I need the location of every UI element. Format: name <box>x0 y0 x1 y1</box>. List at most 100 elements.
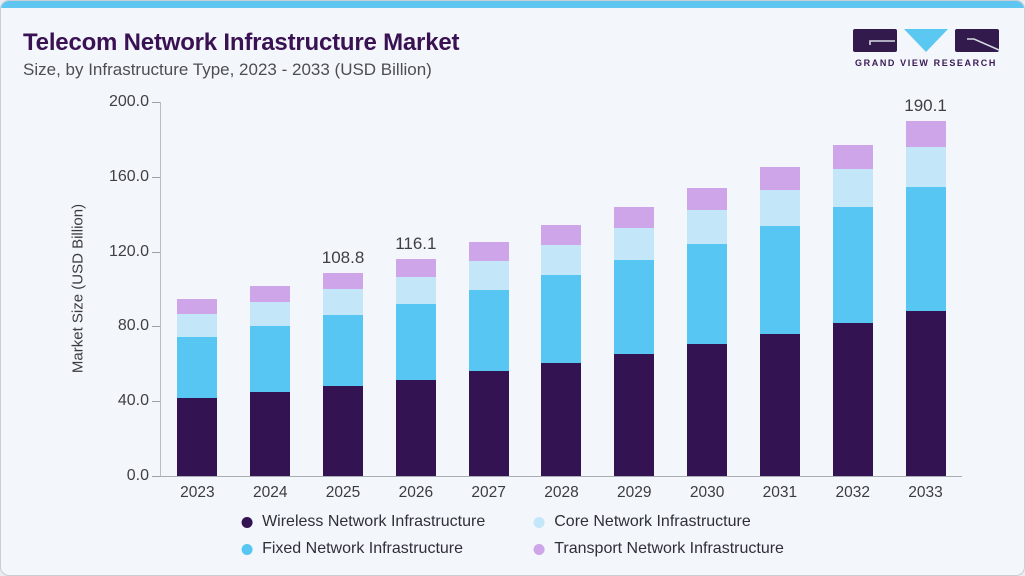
bar-segment <box>250 326 291 393</box>
bar-segment <box>177 336 218 399</box>
bar-2033: 190.1 <box>904 96 947 476</box>
bar-segment <box>250 285 291 302</box>
page-subtitle: Size, by Infrastructure Type, 2023 - 203… <box>23 60 432 79</box>
bar-segment <box>323 289 364 315</box>
bar-stack-2027 <box>468 242 509 476</box>
bar-2025: 108.8 <box>321 102 365 476</box>
bar-segment <box>759 190 800 227</box>
bar-segment <box>177 298 218 314</box>
bar-segment <box>250 301 291 327</box>
x-tick-label: 2026 <box>398 484 434 501</box>
bar-stack-2024 <box>250 285 291 476</box>
y-axis-title: Market Size (USD Billion) <box>69 203 87 374</box>
grand-view-research-logo: GRAND VIEW RESEARCH <box>853 29 999 68</box>
bar-segment <box>541 245 582 276</box>
bar-segment <box>395 379 436 476</box>
bar-segment <box>177 398 218 476</box>
bar-segment <box>395 258 436 277</box>
legend-dot-icon <box>533 516 545 528</box>
gvr-logo-marks <box>853 29 999 52</box>
y-tick-label: 160.0 <box>108 167 149 185</box>
bar-stack-2031 <box>759 166 800 476</box>
bar-segment <box>687 210 728 245</box>
legend-dot-icon <box>241 543 253 555</box>
legend-label: Transport Network Infrastructure <box>554 540 784 557</box>
bar-2026: 116.1 <box>395 102 437 476</box>
legend-dot-icon <box>241 516 253 528</box>
bar-segment <box>614 260 655 354</box>
bar-segment <box>687 188 728 211</box>
bar-2031 <box>759 102 800 476</box>
bar-stack-2029 <box>614 207 655 476</box>
legend-dot-icon <box>533 543 545 555</box>
legend: Wireless Network Infrastructure Core Netw… <box>241 510 784 561</box>
bar-2023 <box>177 102 218 476</box>
bar-2028 <box>541 102 582 476</box>
x-axis: 2023 2024 2025 2026 2027 2028 2029 2030 2031 2032… <box>161 484 962 502</box>
bar-segment <box>687 344 728 476</box>
bar-2027 <box>468 102 509 476</box>
bar-segment <box>614 353 655 476</box>
bar-stack-2030 <box>687 188 728 476</box>
bar-segment <box>905 187 946 311</box>
x-tick-label: 2031 <box>762 484 798 501</box>
y-tick-mark <box>152 102 160 103</box>
gvr-logo-text: GRAND VIEW RESEARCH <box>855 58 997 68</box>
bar-segment <box>468 370 509 476</box>
bar-segment <box>177 313 218 337</box>
page-title: Telecom Network Infrastructure Market <box>23 29 460 56</box>
bar-segment <box>905 120 946 147</box>
y-tick-label: 200.0 <box>108 93 149 110</box>
bar-segment <box>541 362 582 476</box>
bar-segment <box>759 333 800 476</box>
bar-segment <box>687 244 728 345</box>
x-axis-line <box>160 476 962 477</box>
legend-label: Fixed Network Infrastructure <box>262 540 464 557</box>
y-tick-label: 120.0 <box>108 242 149 260</box>
bar-total-label-2026: 116.1 <box>395 233 437 253</box>
bar-segment <box>832 322 873 476</box>
top-accent-bar <box>1 1 1024 8</box>
bar-segment <box>759 166 800 191</box>
y-tick-label: 0.0 <box>126 467 149 484</box>
legend-item: Transport Network Infrastructure <box>533 537 784 561</box>
bar-stack-2025 <box>323 272 364 476</box>
x-tick-label: 2030 <box>689 484 725 501</box>
bar-stack-2033 <box>905 120 946 476</box>
bar-segment <box>323 272 364 290</box>
legend-label: Core Network Infrastructure <box>554 513 751 530</box>
y-tick-label: 40.0 <box>117 392 149 410</box>
bar-segment <box>832 144 873 170</box>
y-tick-mark <box>152 251 160 253</box>
x-tick-label: 2029 <box>617 484 652 501</box>
x-tick-label: 2025 <box>325 484 361 501</box>
gvr-logo-g-icon <box>853 29 897 52</box>
bar-segment <box>541 275 582 363</box>
bar-2024 <box>250 102 291 476</box>
x-tick-label: 2033 <box>908 484 943 501</box>
gvr-logo-r-icon <box>955 29 999 52</box>
bar-segment <box>323 385 364 476</box>
legend-item: Wireless Network Infrastructure <box>241 510 485 534</box>
bar-segment <box>614 228 655 261</box>
bar-segment <box>250 392 291 476</box>
x-tick-label: 2027 <box>471 484 506 501</box>
y-tick-mark <box>152 401 160 403</box>
y-tick-mark <box>152 326 160 328</box>
bar-segment <box>832 207 873 323</box>
bar-stack-2023 <box>177 298 218 476</box>
bar-segment <box>395 303 436 380</box>
y-tick-mark <box>152 176 160 178</box>
bar-stack-2026 <box>395 258 436 476</box>
x-tick-label: 2023 <box>180 484 215 501</box>
bar-total-label-2025: 108.8 <box>321 247 365 267</box>
bar-segment <box>468 261 509 290</box>
bar-segment <box>323 314 364 386</box>
plot-area: 108.8 116.1 190.1 <box>161 96 962 476</box>
legend-label: Wireless Network Infrastructure <box>262 513 486 530</box>
x-tick-label: 2028 <box>544 484 579 501</box>
bar-segment <box>468 289 509 371</box>
x-tick-label: 2032 <box>835 484 870 501</box>
y-tick-label: 80.0 <box>117 317 149 335</box>
